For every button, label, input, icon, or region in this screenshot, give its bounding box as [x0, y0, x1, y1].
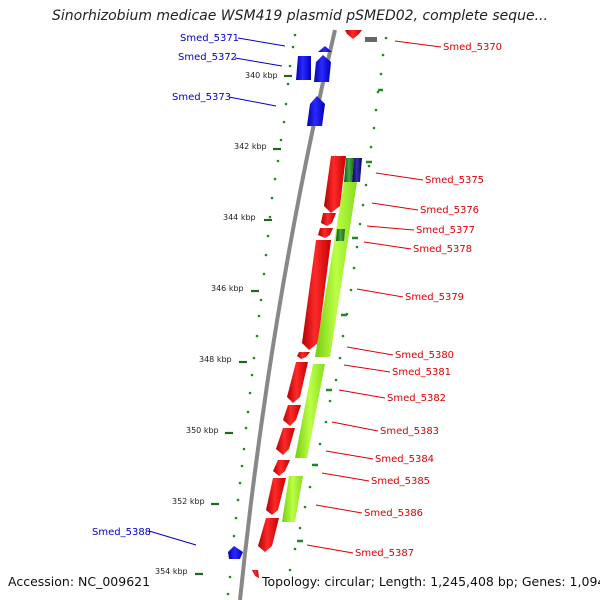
- cog-5370-grey: [365, 37, 377, 42]
- kbp-label-344: 344 kbp: [223, 213, 256, 222]
- inner-tick-dashes: [297, 88, 383, 543]
- kbp-label-346: 346 kbp: [211, 284, 244, 293]
- topology-text: Topology: circular; Length: 1,245,408 bp…: [262, 574, 600, 589]
- forward-gene-labels: Smed_5371 Smed_5372 Smed_5373 Smed_5388: [92, 33, 239, 538]
- gene-smed-5375[interactable]: [324, 156, 346, 213]
- gene-smed-5372-a[interactable]: [296, 56, 311, 80]
- kbp-label-342: 342 kbp: [234, 142, 267, 151]
- kbp-label-352: 352 kbp: [172, 497, 205, 506]
- label-smed-5370[interactable]: Smed_5370: [443, 42, 502, 53]
- label-smed-5379[interactable]: Smed_5379: [405, 292, 464, 303]
- label-smed-5373[interactable]: Smed_5373: [172, 92, 231, 103]
- reverse-genes: [252, 30, 377, 578]
- label-smed-5376[interactable]: Smed_5376: [420, 205, 479, 216]
- map-title: Sinorhizobium medicae WSM419 plasmid pSM…: [52, 8, 548, 24]
- kbp-label-340: 340 kbp: [245, 71, 278, 80]
- cog-bar-green-mid: [336, 229, 345, 241]
- cog-bar-lime-2: [295, 364, 325, 458]
- gene-smed-5373[interactable]: [307, 96, 325, 126]
- cog-bar-green-top: [344, 158, 354, 182]
- cog-bar-navy: [352, 158, 362, 182]
- forward-genes: [228, 46, 332, 559]
- gene-smed-5388[interactable]: [228, 546, 243, 559]
- gene-smed-5371[interactable]: [318, 46, 332, 52]
- gene-smed-5384[interactable]: [273, 460, 290, 476]
- gene-smed-5381[interactable]: [287, 362, 308, 403]
- cog-bar-lime-1: [315, 182, 357, 357]
- label-smed-5384[interactable]: Smed_5384: [375, 454, 434, 465]
- accession-text: Accession: NC_009621: [8, 574, 151, 589]
- gene-smed-5377[interactable]: [321, 213, 336, 226]
- gene-smed-5382[interactable]: [283, 405, 301, 426]
- cog-bars: [282, 158, 362, 522]
- label-smed-5372[interactable]: Smed_5372: [178, 52, 237, 63]
- label-smed-5371[interactable]: Smed_5371: [180, 33, 239, 44]
- label-smed-5377[interactable]: Smed_5377: [416, 225, 475, 236]
- gene-smed-5378[interactable]: [318, 228, 333, 238]
- gene-smed-5385[interactable]: [266, 478, 286, 515]
- gene-smed-5383[interactable]: [276, 428, 295, 455]
- label-smed-5387[interactable]: Smed_5387: [355, 548, 414, 559]
- label-smed-5381[interactable]: Smed_5381: [392, 367, 451, 378]
- gene-smed-5370[interactable]: [345, 30, 362, 39]
- gene-smed-tail[interactable]: [252, 570, 259, 578]
- label-smed-5386[interactable]: Smed_5386: [364, 508, 423, 519]
- label-smed-5385[interactable]: Smed_5385: [371, 476, 430, 487]
- label-smed-5375[interactable]: Smed_5375: [425, 175, 484, 186]
- gene-smed-5372-b[interactable]: [314, 55, 331, 82]
- gene-smed-5387[interactable]: [258, 518, 279, 552]
- tick-ring-inner: [288, 36, 388, 572]
- kbp-tick-marks: [195, 74, 292, 576]
- leader-lines-reverse: [306, 40, 442, 554]
- label-smed-5383[interactable]: Smed_5383: [380, 426, 439, 437]
- gene-smed-5380[interactable]: [297, 352, 310, 359]
- kbp-label-348: 348 kbp: [199, 355, 232, 364]
- kbp-label-350: 350 kbp: [186, 426, 219, 435]
- tick-ring-outer: [226, 33, 297, 596]
- kbp-label-354: 354 kbp: [155, 567, 188, 576]
- label-smed-5382[interactable]: Smed_5382: [387, 393, 446, 404]
- leader-lines-forward: [148, 37, 286, 546]
- cog-bar-lime-3: [282, 476, 303, 522]
- reverse-gene-labels: Smed_5370 Smed_5375 Smed_5376 Smed_5377 …: [355, 42, 502, 559]
- kbp-labels: 340 kbp 342 kbp 344 kbp 346 kbp 348 kbp …: [155, 71, 278, 576]
- label-smed-5388[interactable]: Smed_5388: [92, 527, 151, 538]
- gene-smed-5379[interactable]: [302, 240, 331, 350]
- label-smed-5378[interactable]: Smed_5378: [413, 244, 472, 255]
- label-smed-5380[interactable]: Smed_5380: [395, 350, 454, 361]
